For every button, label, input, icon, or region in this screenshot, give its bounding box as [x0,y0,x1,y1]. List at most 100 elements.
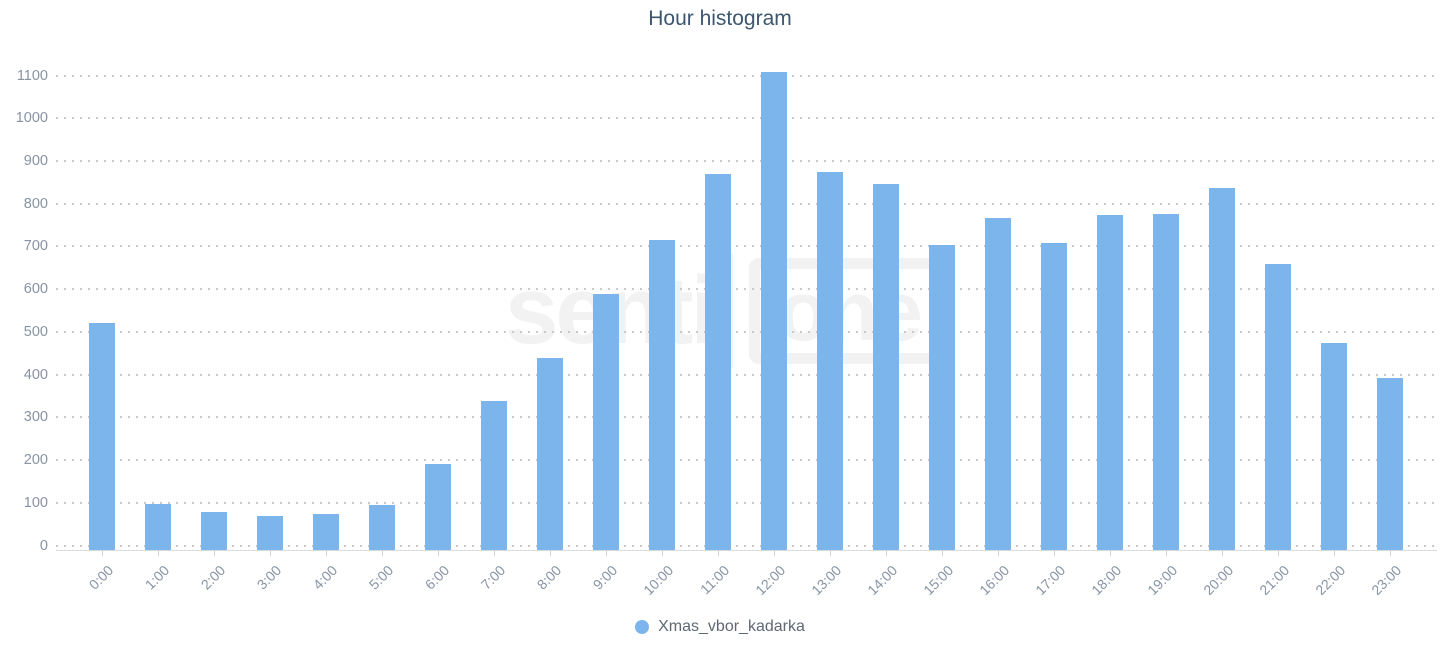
x-axis-label-3:00: 3:00 [253,562,285,593]
x-axis-tick [382,550,383,556]
bar-21:00[interactable] [1265,263,1291,550]
x-axis-label-9:00: 9:00 [589,562,621,593]
gridline-400 [56,373,1437,376]
bar-9:00[interactable] [593,294,619,550]
x-axis-label-13:00: 13:00 [808,562,845,599]
y-axis-label: 1100 [16,67,48,84]
gridline-1100 [56,74,1437,77]
x-axis-tick [1334,550,1335,556]
bar-4:00[interactable] [313,514,339,550]
legend-marker-icon [635,620,650,634]
bar-7:00[interactable] [481,400,507,550]
x-axis-label-18:00: 18:00 [1088,562,1125,599]
x-axis-label-19:00: 19:00 [1144,562,1181,599]
y-axis-label: 1000 [15,110,48,127]
y-axis-label: 0 [39,537,48,554]
gridline-200 [56,459,1437,461]
x-axis-tick [1278,550,1279,556]
x-axis-label-4:00: 4:00 [309,562,341,593]
x-axis-tick [718,550,719,556]
bar-22:00[interactable] [1321,342,1347,550]
gridline-500 [56,330,1437,333]
x-axis-label-21:00: 21:00 [1256,562,1293,599]
y-axis-label: 400 [23,366,48,383]
y-axis-label: 800 [23,195,48,212]
x-axis-tick [438,550,439,556]
gridline-600 [56,288,1437,291]
x-axis-tick [606,550,607,556]
x-axis-label-0:00: 0:00 [85,562,117,593]
gridline-100 [56,501,1437,504]
chart-title: Hour histogram [648,7,792,30]
x-axis-tick [158,550,159,556]
legend-label: Xmas_vbor_kadarka [658,618,805,635]
bar-15:00[interactable] [929,245,955,550]
x-axis-line [56,550,1437,551]
x-axis-tick [270,550,271,556]
gridline-900 [56,160,1437,162]
x-axis-label-7:00: 7:00 [477,562,509,593]
bar-6:00[interactable] [425,464,451,550]
gridline-800 [56,202,1437,205]
bar-5:00[interactable] [369,504,395,550]
bar-11:00[interactable] [705,173,731,550]
x-axis-tick [942,550,943,556]
bar-19:00[interactable] [1153,214,1179,550]
x-axis-tick [1390,550,1391,556]
bar-17:00[interactable] [1041,242,1067,550]
x-axis-tick [830,550,831,556]
bar-13:00[interactable] [817,171,843,550]
x-axis-label-2:00: 2:00 [197,562,229,593]
gridline-700 [56,245,1437,248]
x-axis-tick [1110,550,1111,556]
y-axis-label: 600 [23,281,48,298]
bar-2:00[interactable] [201,512,227,550]
bar-14:00[interactable] [873,183,899,550]
x-axis-label-10:00: 10:00 [640,562,677,599]
x-axis-label-14:00: 14:00 [864,562,901,599]
y-axis-label: 100 [23,494,48,511]
x-axis-label-5:00: 5:00 [365,562,397,593]
x-axis-tick [550,550,551,556]
y-axis-label: 200 [23,452,48,468]
bar-8:00[interactable] [537,358,563,550]
bar-12:00[interactable] [761,72,787,550]
x-axis-tick [1222,550,1223,556]
y-axis-label: 700 [23,238,48,255]
x-axis-tick [214,550,215,556]
bar-18:00[interactable] [1097,214,1123,550]
bar-1:00[interactable] [145,503,171,550]
y-axis-label: 300 [23,409,48,426]
x-axis-label-6:00: 6:00 [421,562,453,593]
bar-23:00[interactable] [1377,378,1403,550]
gridline-300 [56,416,1437,419]
x-axis-tick [998,550,999,556]
x-axis-label-20:00: 20:00 [1200,562,1237,599]
bar-10:00[interactable] [649,240,675,550]
legend: Xmas_vbor_kadarka [0,618,1440,636]
bar-16:00[interactable] [985,218,1011,550]
x-axis-tick [326,550,327,556]
x-axis-tick [662,550,663,556]
x-axis-tick [774,550,775,556]
x-axis-tick [1166,550,1167,556]
x-axis-label-15:00: 15:00 [920,562,957,599]
gridline-1000 [56,117,1437,120]
y-axis-label: 900 [23,153,48,169]
bar-3:00[interactable] [257,516,283,550]
x-axis-label-12:00: 12:00 [752,562,789,599]
x-axis-tick [494,550,495,556]
x-axis-label-23:00: 23:00 [1368,562,1405,599]
x-axis-label-11:00: 11:00 [696,562,733,598]
x-axis-tick [886,550,887,556]
bar-0:00[interactable] [89,322,115,550]
x-axis-label-22:00: 22:00 [1312,562,1349,599]
y-axis-label: 500 [23,323,48,340]
watermark-bubble-text: one [777,263,922,358]
bar-20:00[interactable] [1209,188,1235,550]
legend-item[interactable]: Xmas_vbor_kadarka [635,618,805,636]
x-axis-tick [102,550,103,556]
x-axis-label-16:00: 16:00 [976,562,1013,599]
